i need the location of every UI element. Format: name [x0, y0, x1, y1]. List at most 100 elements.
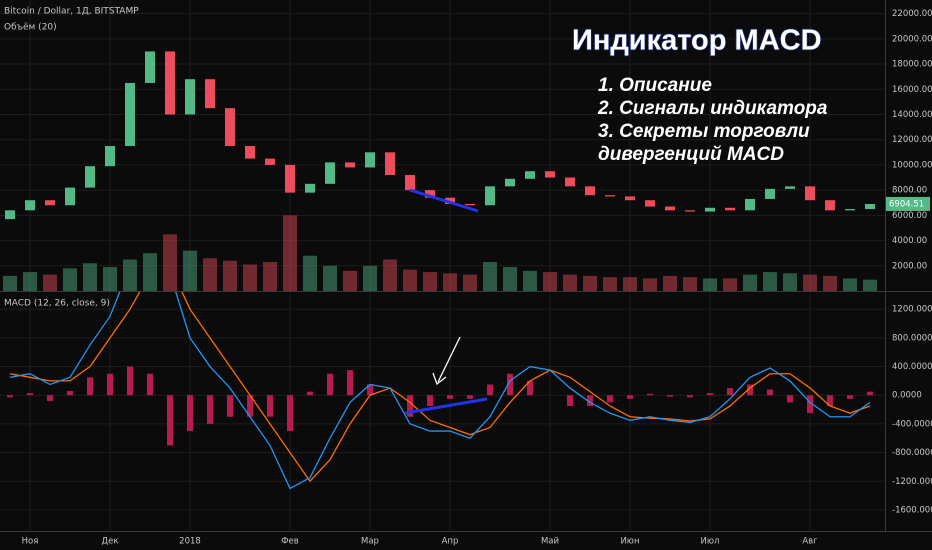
overlay-item: дивергенций MACD [598, 144, 784, 165]
divergence-line [404, 397, 488, 415]
candle-body [605, 195, 615, 197]
volume-title: Объём (20) [4, 23, 57, 33]
candle-body [85, 166, 95, 188]
histogram-bar [167, 395, 173, 446]
volume-bar [283, 215, 297, 291]
y-tick-label: 16000.00 [892, 85, 932, 95]
volume-bar [403, 269, 417, 291]
candle-body [405, 175, 415, 191]
y-tick-label: -1200.0000 [892, 477, 932, 487]
volume-bar [183, 250, 197, 291]
candle-body [585, 186, 595, 196]
y-tick-label: 20000.00 [892, 34, 932, 44]
histogram-bar [287, 395, 293, 432]
x-tick-label: Июн [620, 537, 639, 547]
volume-bar [543, 272, 557, 291]
histogram-bar [207, 395, 213, 424]
volume-bar [783, 273, 797, 291]
histogram-bar [407, 395, 413, 417]
candle-body [685, 210, 695, 212]
symbol-title: Bitcoin / Dollar, 1Д, BITSTAMP [4, 7, 139, 17]
candle-body [865, 204, 875, 210]
volume-bar [703, 278, 717, 291]
volume-bar [683, 277, 697, 291]
candle-body [645, 200, 655, 207]
volume-bar [423, 272, 437, 291]
x-tick-label: Дек [101, 537, 118, 547]
y-tick-label: 18000.00 [892, 60, 932, 70]
macd-line [9, 292, 871, 490]
candle-body [785, 186, 795, 189]
histogram-bar [127, 366, 133, 396]
candle-body [425, 190, 435, 198]
volume-bar [823, 275, 837, 291]
candle-body [665, 206, 675, 211]
volume-bar [223, 260, 237, 291]
volume-bar [503, 267, 517, 291]
volume-bar [743, 274, 757, 291]
last-price-label: 6904.51 [889, 199, 924, 209]
divergence-line [409, 188, 479, 213]
candle-body [565, 177, 575, 187]
histogram-bar [867, 391, 873, 396]
volume-bar [603, 277, 617, 291]
volume-bar [643, 278, 657, 291]
axes: 2000.00 4000.00 6000.00 8000.00 10000.00 1200… [22, 9, 932, 546]
overlay-item: 3. Секреты торговли [598, 121, 810, 142]
candle-body [305, 183, 315, 193]
candle-body [765, 188, 775, 199]
histogram-bar [67, 390, 73, 396]
volume-bar [563, 274, 577, 291]
x-tick-label: Апр [442, 537, 459, 547]
x-tick-label: Авг [802, 537, 818, 547]
volume-bar [383, 259, 397, 291]
histogram-bar [507, 373, 513, 396]
candle-body [25, 200, 35, 211]
histogram-bar [567, 395, 573, 406]
y-tick-label: 8000.00 [892, 186, 927, 196]
y-tick-label: 6000.00 [892, 211, 927, 221]
histogram-bar [187, 395, 193, 432]
histogram-bar [427, 395, 433, 406]
y-tick-label: 1200.0000 [892, 305, 932, 315]
candle-body [705, 207, 715, 212]
histogram-bar [227, 395, 233, 417]
candle-body [65, 187, 75, 206]
candle-body [245, 146, 255, 159]
price-pane [3, 51, 877, 291]
histogram-bar [447, 395, 453, 399]
candle-body [505, 178, 515, 187]
candle-body [225, 108, 235, 146]
histogram-bar [787, 395, 793, 403]
histogram-bar [807, 395, 813, 414]
histogram-bar [667, 395, 673, 397]
volume-bar [763, 272, 777, 291]
histogram-bar [607, 395, 613, 403]
volume-bar [623, 277, 637, 291]
candle-body [325, 162, 335, 184]
y-tick-label: 2000.00 [892, 261, 927, 271]
y-tick-label: -1600.0000 [892, 505, 932, 515]
histogram-bar [367, 384, 373, 396]
y-tick-label: 12000.00 [892, 135, 932, 145]
volume-bar [803, 274, 817, 291]
histogram-bar [487, 384, 493, 396]
candle-body [5, 210, 15, 220]
arrow-head [432, 372, 447, 386]
volume-bar [143, 253, 157, 291]
histogram-bar [87, 377, 93, 396]
candle-body [345, 162, 355, 168]
volume-bar [723, 278, 737, 291]
histogram-bar [827, 395, 833, 406]
volume-bar [263, 262, 277, 291]
y-tick-label: 14000.00 [892, 110, 932, 120]
volume-bar [483, 262, 497, 291]
x-tick-label: Май [541, 537, 559, 547]
y-tick-label: 10000.00 [892, 160, 932, 170]
histogram-bar [707, 393, 713, 396]
volume-bar [83, 263, 97, 291]
candle-body [265, 158, 275, 165]
overlay-item: 1. Описание [598, 75, 712, 96]
histogram-bar [347, 370, 353, 396]
